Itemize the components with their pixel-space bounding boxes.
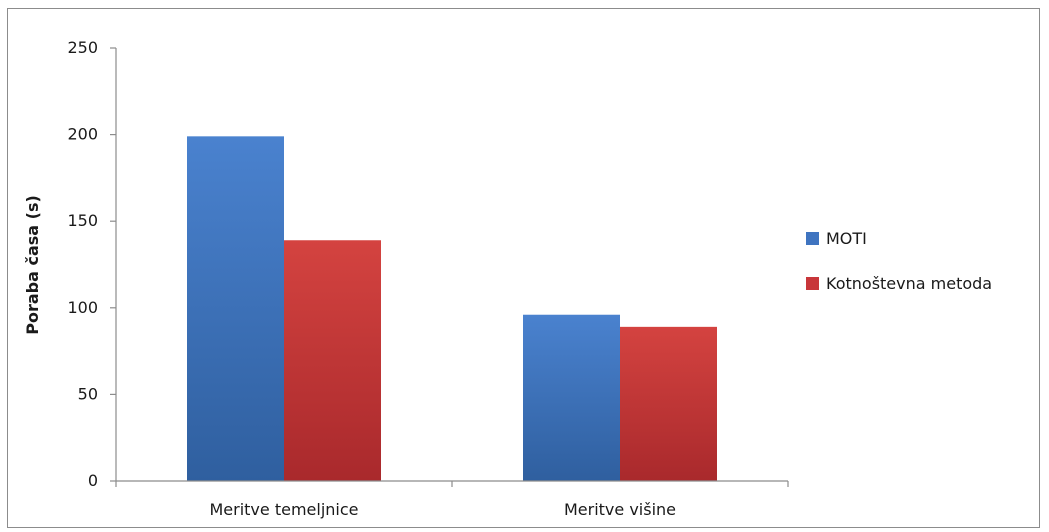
x-category-label: Meritve višine: [564, 500, 676, 519]
x-category-label: Meritve temeljnice: [209, 500, 358, 519]
legend-label: Kotnoštevna metoda: [826, 274, 992, 293]
bar-moti-1: [523, 314, 620, 481]
bar-kotnostevna-0: [284, 240, 381, 481]
y-tick-label: 150: [67, 211, 98, 230]
bar-moti-0: [187, 136, 284, 481]
legend-label: MOTI: [826, 229, 867, 248]
bar-kotnostevna-1: [620, 326, 717, 481]
legend-swatch: [806, 277, 819, 290]
y-tick-label: 50: [78, 384, 98, 403]
y-tick-label: 100: [67, 298, 98, 317]
bars-group: [187, 136, 717, 481]
y-axis-label: Poraba časa (s): [23, 195, 42, 335]
x-ticks-group: Meritve temeljnice Meritve višine: [115, 481, 789, 519]
legend: MOTI Kotnoštevna metoda: [806, 229, 992, 293]
y-tick-label: 0: [88, 471, 98, 490]
y-ticks-group: 0 50 100 150 200 250: [67, 38, 116, 490]
y-tick-label: 250: [67, 38, 98, 57]
y-tick-label: 200: [67, 125, 98, 144]
legend-swatch: [806, 232, 819, 245]
